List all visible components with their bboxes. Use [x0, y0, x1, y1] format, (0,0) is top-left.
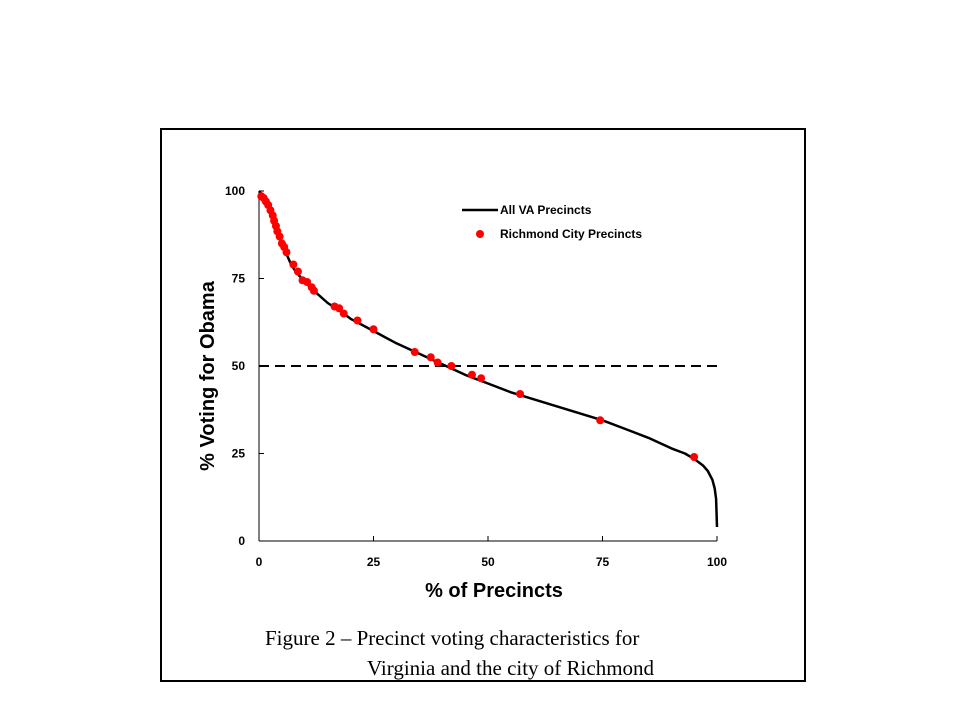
- richmond-precinct-point: [282, 248, 291, 257]
- richmond-precinct-point: [447, 362, 456, 370]
- richmond-precinct-point: [303, 278, 312, 286]
- y-tick-label: 50: [232, 359, 246, 373]
- richmond-precinct-point: [596, 416, 605, 425]
- ticks: 0 25 50 75 100 0 25 50 75 100: [225, 184, 727, 569]
- y-tick-label: 0: [238, 534, 245, 548]
- chart: 0 25 50 75 100 0 25 50 75 100 All VA Precincts Ric…: [197, 184, 727, 602]
- caption-line-2: Virginia and the city of Richmond: [367, 656, 655, 680]
- x-tick-label: 75: [596, 555, 610, 569]
- legend-label-richmond-city-precincts: Richmond City Precincts: [500, 227, 642, 241]
- y-tick-label: 100: [225, 184, 245, 198]
- legend: All VA Precincts Richmond City Precincts: [462, 203, 642, 241]
- y-tick-label: 25: [232, 447, 246, 461]
- richmond-precinct-point: [353, 316, 362, 325]
- richmond-precinct-point: [467, 370, 476, 379]
- x-tick-label: 100: [707, 555, 727, 569]
- x-tick-label: 50: [481, 555, 495, 569]
- series-line-all-va-precincts: [258, 190, 719, 528]
- x-tick-label: 0: [256, 555, 263, 569]
- x-tick-label: 25: [367, 555, 381, 569]
- richmond-precinct-point: [516, 390, 525, 398]
- series-points: [257, 192, 699, 461]
- legend-marker-swatch: [476, 230, 484, 238]
- richmond-precinct-point: [339, 309, 348, 318]
- caption-line-1: Figure 2 – Precinct voting characteristi…: [265, 626, 640, 650]
- richmond-precinct-point: [335, 304, 344, 313]
- richmond-precinct-point: [690, 453, 699, 461]
- richmond-precinct-point: [426, 353, 435, 362]
- richmond-precinct-point: [309, 286, 318, 295]
- series-lines: [258, 190, 719, 528]
- x-axis-title: % of Precincts: [425, 580, 563, 602]
- legend-label-all-va-precincts: All VA Precincts: [500, 203, 592, 217]
- richmond-precinct-point: [477, 374, 486, 383]
- richmond-precinct-point: [293, 267, 302, 276]
- richmond-precinct-point: [275, 232, 284, 241]
- richmond-precinct-point: [289, 260, 298, 269]
- y-axis-title: % Voting for Obama: [197, 280, 219, 471]
- y-tick-label: 75: [232, 272, 246, 286]
- richmond-precinct-point: [369, 325, 378, 334]
- richmond-precinct-point: [433, 358, 442, 367]
- figure-frame: 0 25 50 75 100 0 25 50 75 100 All VA Precincts Ric…: [160, 128, 806, 682]
- richmond-precinct-point: [410, 348, 419, 356]
